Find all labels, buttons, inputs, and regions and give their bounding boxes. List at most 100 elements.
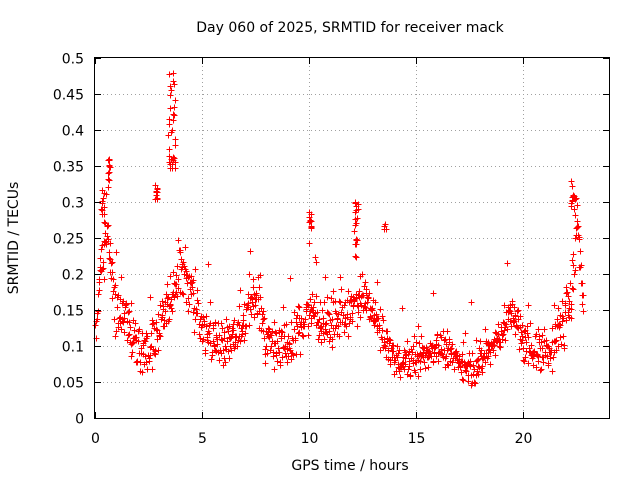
data-point [363, 286, 370, 293]
data-point [170, 117, 177, 124]
data-point [433, 337, 440, 344]
data-point [193, 306, 200, 313]
data-point [571, 271, 578, 278]
data-point [465, 378, 472, 385]
data-point [149, 317, 156, 324]
data-point [166, 316, 173, 323]
data-point [352, 209, 359, 216]
data-point [343, 323, 350, 330]
data-point [153, 326, 160, 333]
data-point [535, 326, 542, 333]
data-point [251, 314, 258, 321]
data-point [394, 354, 401, 361]
data-point [270, 353, 277, 360]
data-point [380, 317, 387, 324]
data-point [535, 353, 542, 360]
data-point [280, 304, 287, 311]
data-point [338, 286, 345, 293]
data-point [299, 332, 306, 339]
data-point [550, 354, 557, 361]
data-point [190, 309, 197, 316]
data-point [291, 309, 298, 316]
data-point [373, 311, 380, 318]
data-point [572, 235, 579, 242]
data-point [474, 368, 481, 375]
data-point [126, 308, 133, 315]
data-point [173, 272, 180, 279]
data-point [382, 343, 389, 350]
y-tick-label: 0.25 [53, 232, 84, 248]
data-point [196, 331, 203, 338]
data-point [123, 301, 130, 308]
data-point [310, 304, 317, 311]
data-point [169, 308, 176, 315]
data-point [334, 315, 341, 322]
data-point [570, 262, 577, 269]
data-point [518, 329, 525, 336]
data-point [538, 366, 545, 373]
data-point [443, 353, 450, 360]
data-point [295, 330, 302, 337]
data-point [355, 206, 362, 213]
data-point [304, 301, 311, 308]
data-point [449, 341, 456, 348]
data-point [497, 344, 504, 351]
data-point [418, 333, 425, 340]
data-point [349, 318, 356, 325]
data-point [98, 246, 105, 253]
y-tick-label: 0.45 [53, 88, 84, 104]
data-point [425, 354, 432, 361]
data-point [519, 322, 526, 329]
data-point [142, 353, 149, 360]
data-point [247, 248, 254, 255]
data-point [501, 327, 508, 334]
data-point [372, 299, 379, 306]
data-point [517, 313, 524, 320]
data-point [125, 332, 132, 339]
data-point [171, 104, 178, 111]
data-point [140, 342, 147, 349]
data-point [247, 306, 254, 313]
data-point [468, 299, 475, 306]
data-point [154, 195, 161, 202]
data-point [308, 224, 315, 231]
data-point [165, 132, 172, 139]
data-point [268, 332, 275, 339]
data-point [171, 155, 178, 162]
data-point [92, 322, 99, 329]
data-point [394, 343, 401, 350]
data-point [492, 352, 499, 359]
data-point [109, 269, 116, 276]
data-point [411, 333, 418, 340]
data-point [223, 316, 230, 323]
data-point [169, 165, 176, 172]
data-point [113, 249, 120, 256]
data-point [412, 369, 419, 376]
data-point [252, 302, 259, 309]
data-point [171, 294, 178, 301]
data-point [172, 136, 179, 143]
x-tick-label: 20 [515, 431, 533, 447]
data-point [172, 159, 179, 166]
data-point [287, 275, 294, 282]
data-point [171, 81, 178, 88]
data-point [155, 347, 162, 354]
data-point [125, 309, 132, 316]
data-point [335, 323, 342, 330]
data-point [322, 274, 329, 281]
data-point [460, 377, 467, 384]
data-point [167, 83, 174, 90]
data-point [114, 304, 121, 311]
data-point [479, 363, 486, 370]
data-point [100, 195, 107, 202]
data-point [264, 350, 271, 357]
data-point [112, 333, 119, 340]
data-point [159, 298, 166, 305]
data-point [357, 314, 364, 321]
data-point [568, 306, 575, 313]
data-point [481, 354, 488, 361]
data-point [202, 350, 209, 357]
data-point [580, 292, 587, 299]
data-point [219, 325, 226, 332]
